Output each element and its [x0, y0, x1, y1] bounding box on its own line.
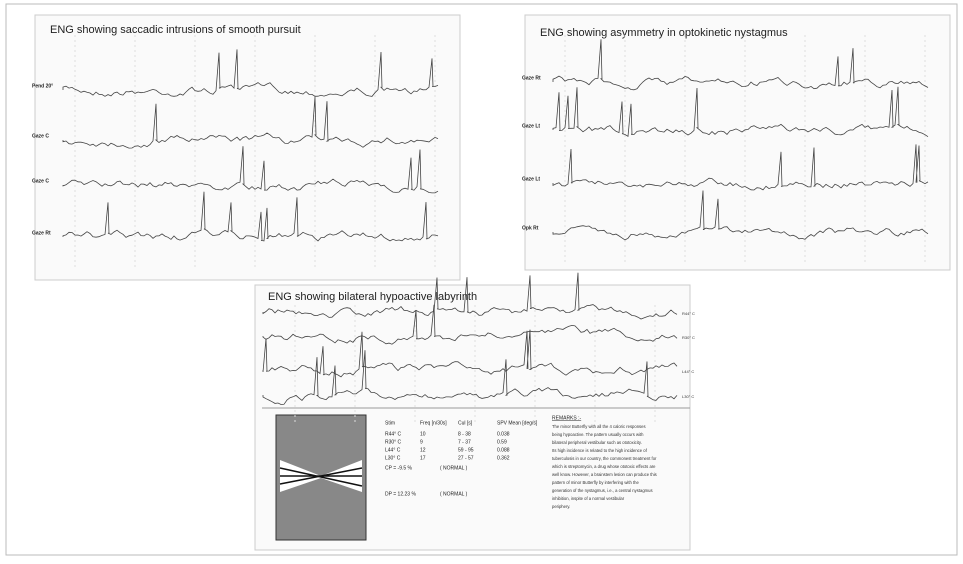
index-label: DP = 12.23 % — [385, 491, 416, 497]
trace-label: Pend 20° — [32, 83, 53, 89]
table-cell: L44° C — [385, 447, 401, 453]
table-cell: 27 - 57 — [458, 455, 474, 461]
table-cell: 9 — [420, 439, 423, 445]
remarks-line: being hypoactive. The pattern usually oc… — [552, 432, 644, 437]
table-cell: 17 — [420, 455, 426, 461]
panel-title: ENG showing bilateral hypoactive labyrin… — [268, 291, 477, 303]
remarks-line: generation of the nystagmus, i.e., a cen… — [552, 488, 653, 493]
table-header: Stim — [385, 420, 395, 426]
trace-label: Gaze C — [32, 178, 49, 184]
table-cell: 0.038 — [497, 431, 510, 437]
table-cell: 59 - 95 — [458, 447, 474, 453]
trace-label: Gaze C — [32, 133, 49, 139]
table-cell: 7 - 37 — [458, 439, 471, 445]
panel-title: ENG showing asymmetry in optokinetic nys… — [540, 27, 788, 39]
remarks-line: Its high incidence is related to the hig… — [552, 448, 648, 453]
trace-label: Gaze Lt — [522, 176, 540, 182]
table-cell: R30° C — [385, 439, 402, 445]
remarks-line: well know. However, a brainstem lesion c… — [552, 472, 657, 477]
table-header: Freq [n/30s] — [420, 420, 447, 426]
table-header: SPV Mean [deg/s] — [497, 420, 538, 426]
figure: ENG showing saccadic intrusions of smoot… — [0, 0, 963, 559]
table-cell: 0.362 — [497, 455, 510, 461]
trace-label: L30° C — [682, 394, 694, 399]
butterfly-plot — [276, 415, 366, 540]
table-cell: 8 - 38 — [458, 431, 471, 437]
table-header: Cul [s] — [458, 420, 473, 426]
table-cell: 0.59 — [497, 439, 507, 445]
table-cell: L30° C — [385, 455, 401, 461]
remarks-line: periphery. — [552, 504, 570, 509]
remarks-line: tuberculosis in our country, the commone… — [552, 456, 657, 461]
remarks-title: REMARKS :- — [552, 415, 582, 421]
panel-title: ENG showing saccadic intrusions of smoot… — [50, 24, 301, 36]
trace-label: R44° C — [682, 311, 695, 316]
table-cell: 10 — [420, 431, 426, 437]
index-status: ( NORMAL ) — [440, 465, 468, 471]
trace-label: R30° C — [682, 335, 695, 340]
trace-label: Opk Rt — [522, 225, 539, 231]
remarks-line: pattern of minor Butterfly by interferin… — [552, 480, 639, 485]
remarks-line: bilateral peripheral vestibular such as … — [552, 440, 642, 445]
remarks-line: The minor Butterfly with all the 4 calor… — [552, 424, 646, 429]
table-cell: 0.088 — [497, 447, 510, 453]
trace-label: Gaze Lt — [522, 123, 540, 129]
index-label: CP = -9.5 % — [385, 465, 413, 471]
trace-label: Gaze Rt — [32, 230, 51, 236]
remarks-line: inhibition, inspite of a normal vestibul… — [552, 496, 625, 501]
panel-2 — [525, 15, 950, 270]
remarks-line: which is streptomycin, a drug whose otot… — [552, 464, 656, 469]
table-cell: R44° C — [385, 431, 402, 437]
trace-label: Gaze Rt — [522, 75, 541, 81]
table-cell: 12 — [420, 447, 426, 453]
index-status: ( NORMAL ) — [440, 491, 468, 497]
trace-label: L44° C — [682, 369, 694, 374]
